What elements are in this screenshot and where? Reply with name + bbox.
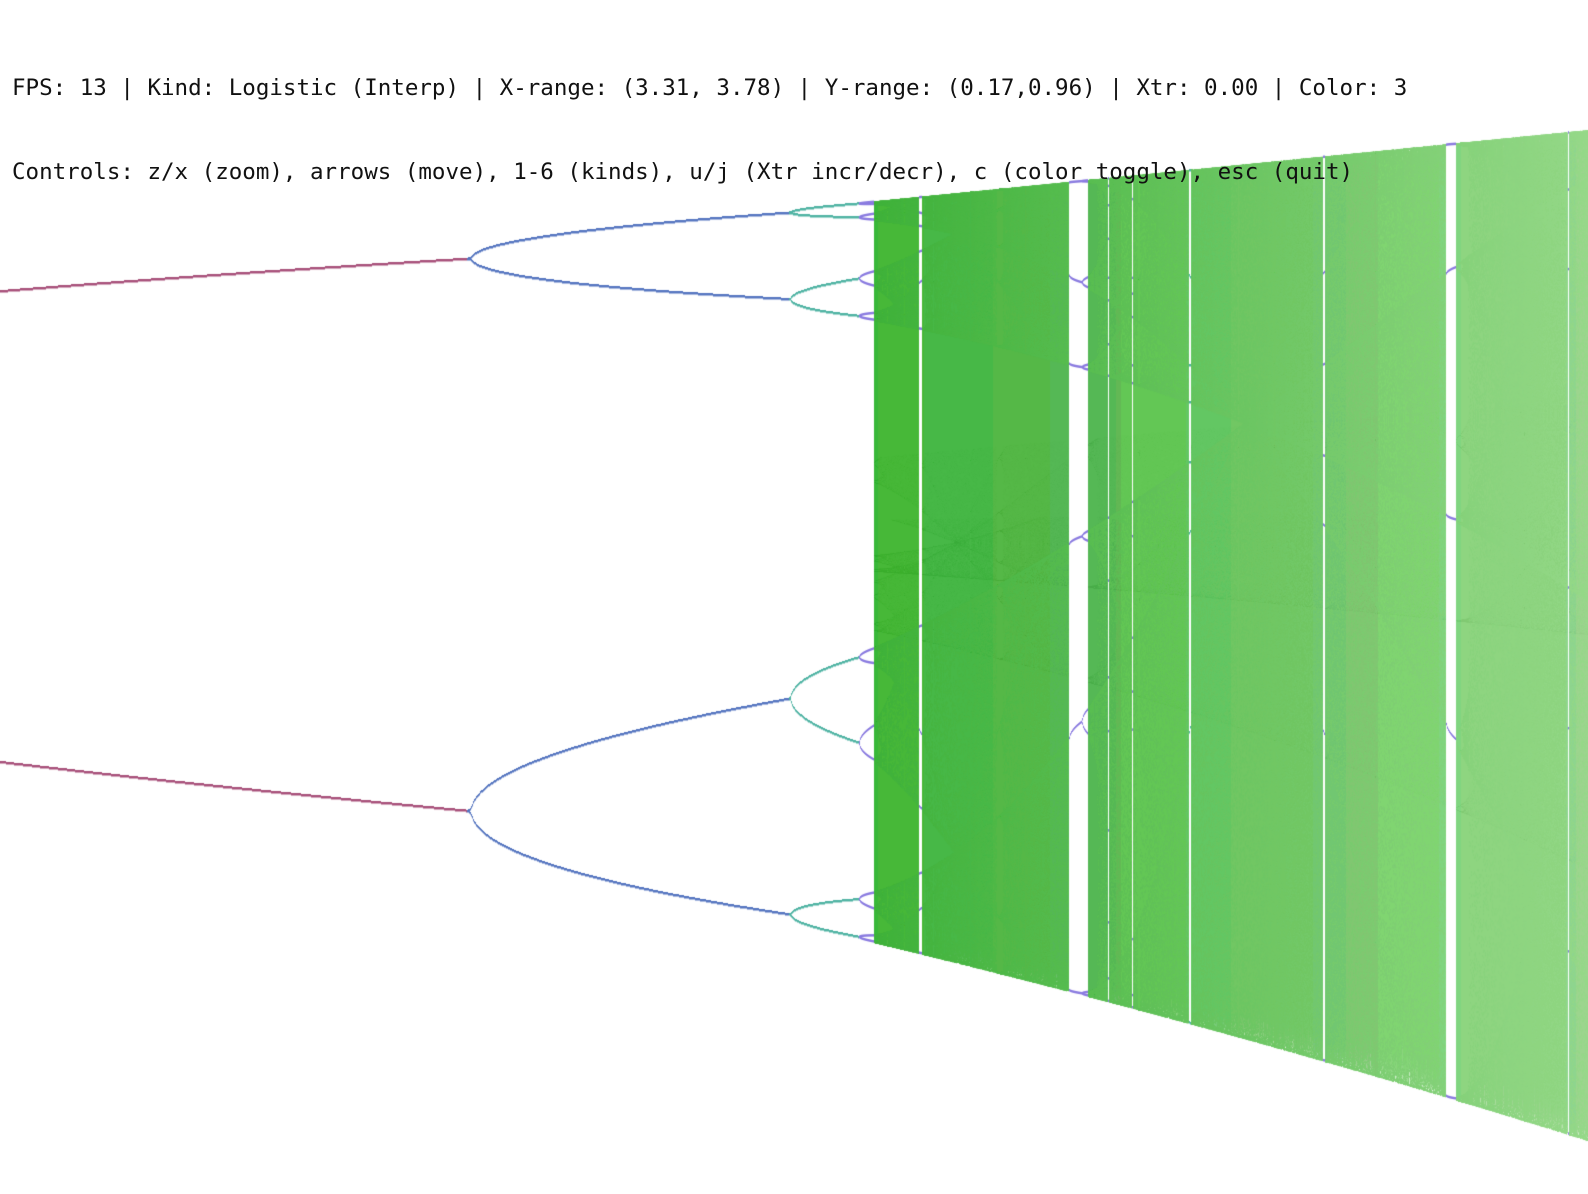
status-line: FPS: 13 | Kind: Logistic (Interp) | X-ra… <box>12 75 1408 101</box>
controls-help-line: Controls: z/x (zoom), arrows (move), 1-6… <box>12 159 1354 185</box>
hud-overlay: FPS: 13 | Kind: Logistic (Interp) | X-ra… <box>12 18 1407 214</box>
